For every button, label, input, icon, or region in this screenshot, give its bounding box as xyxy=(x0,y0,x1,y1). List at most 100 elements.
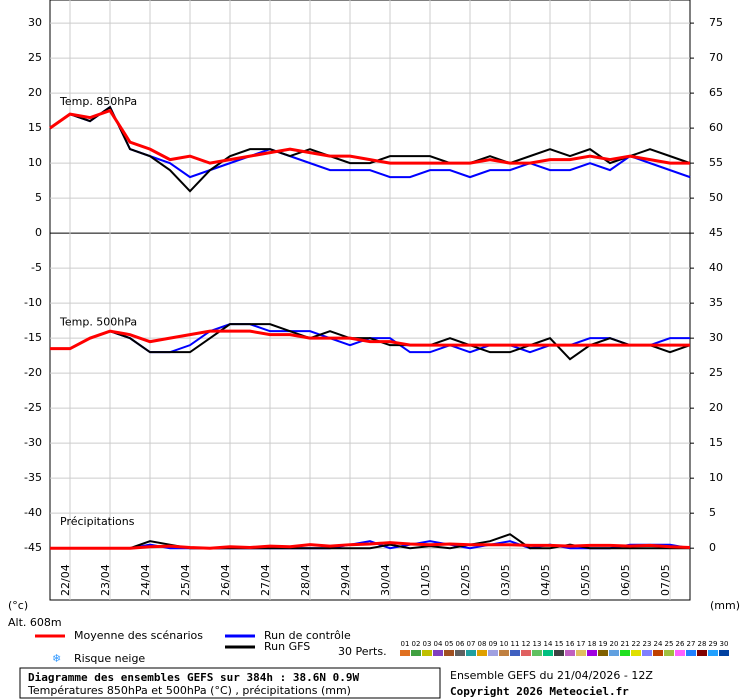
perturbation-swatch xyxy=(609,650,619,656)
perturbation-label: 11 xyxy=(511,640,520,648)
perturbation-swatch xyxy=(477,650,487,656)
perturbation-label: 27 xyxy=(687,640,696,648)
y2-tick-label: 15 xyxy=(709,436,723,449)
perturbation-label: 02 xyxy=(412,640,421,648)
perturbation-swatch xyxy=(708,650,718,656)
chart-title: Diagramme des ensembles GEFS sur 384h : … xyxy=(28,671,360,684)
y2-tick-label: 20 xyxy=(709,401,723,414)
perturbation-swatch xyxy=(444,650,454,656)
y-tick-label: -20 xyxy=(24,366,42,379)
perturbation-swatch xyxy=(675,650,685,656)
x-tick-label: 23/04 xyxy=(99,564,112,596)
perturbation-swatch xyxy=(543,650,553,656)
perturbation-label: 18 xyxy=(588,640,597,648)
y-tick-label: -30 xyxy=(24,436,42,449)
perturbation-label: 08 xyxy=(478,640,487,648)
title-box xyxy=(19,667,441,699)
y2-tick-label: 25 xyxy=(709,366,723,379)
x-tick-label: 29/04 xyxy=(339,564,352,596)
y2-tick-label: 35 xyxy=(709,296,723,309)
y2-tick-label: 65 xyxy=(709,86,723,99)
perturbation-swatch xyxy=(400,650,410,656)
perturbation-label: 13 xyxy=(533,640,542,648)
perturbation-label: 14 xyxy=(544,640,553,648)
perturbation-label: 16 xyxy=(566,640,575,648)
perturbation-label: 17 xyxy=(577,640,586,648)
perturbation-label: 23 xyxy=(643,640,652,648)
perturbation-swatch xyxy=(653,650,663,656)
series-line xyxy=(50,541,691,550)
perturbation-label: 30 xyxy=(720,640,729,648)
perturbation-swatch xyxy=(565,650,575,656)
perturbation-swatch xyxy=(686,650,696,656)
y-tick-label: -10 xyxy=(24,296,42,309)
perturbation-label: 03 xyxy=(423,640,432,648)
perturbation-swatch xyxy=(499,650,509,656)
perturbation-label: 01 xyxy=(401,640,410,648)
perturbation-swatch xyxy=(631,650,641,656)
legend-label: Run de contrôle xyxy=(264,629,351,642)
perturbation-swatch xyxy=(554,650,564,656)
legend-label: Run GFS xyxy=(264,640,310,653)
y-tick-label: -25 xyxy=(24,401,42,414)
perturbation-label: 07 xyxy=(467,640,476,648)
y2-tick-label: 40 xyxy=(709,261,723,274)
perturbation-label: 22 xyxy=(632,640,641,648)
plot-frame xyxy=(49,0,691,601)
y-tick-label: 0 xyxy=(35,226,42,239)
perturbation-swatch xyxy=(576,650,586,656)
x-tick-label: 05/05 xyxy=(579,564,592,596)
altitude: Alt. 608m xyxy=(8,616,62,629)
run-info: Ensemble GEFS du 21/04/2026 - 12Z xyxy=(450,669,653,682)
perturbation-label: 04 xyxy=(434,640,443,648)
x-tick-label: 06/05 xyxy=(619,564,632,596)
perturbation-swatch xyxy=(697,650,707,656)
perturbation-label: 06 xyxy=(456,640,465,648)
y-unit: (°c) xyxy=(8,599,28,612)
y-tick-label: 20 xyxy=(28,86,42,99)
perturbation-label: 24 xyxy=(654,640,663,648)
perturbation-swatch xyxy=(620,650,630,656)
perturbation-label: 12 xyxy=(522,640,531,648)
y-tick-label: 25 xyxy=(28,51,42,64)
series-line xyxy=(50,323,691,361)
perturbation-swatch xyxy=(510,650,520,656)
x-tick-label: 25/04 xyxy=(179,564,192,596)
perturbation-label: 10 xyxy=(500,640,509,648)
perturbation-label: 09 xyxy=(489,640,498,648)
y2-tick-label: 60 xyxy=(709,121,723,134)
perturbation-label: 19 xyxy=(599,640,608,648)
perturbation-label: 26 xyxy=(676,640,685,648)
y2-tick-label: 55 xyxy=(709,156,723,169)
y2-tick-label: 50 xyxy=(709,191,723,204)
y-tick-label: -5 xyxy=(31,261,42,274)
perturbation-swatch xyxy=(664,650,674,656)
y2-unit: (mm) xyxy=(710,599,740,612)
perturbation-label: 21 xyxy=(621,640,630,648)
panel-label: Temp. 850hPa xyxy=(59,95,137,108)
series-line xyxy=(50,329,690,351)
y-tick-label: 5 xyxy=(35,191,42,204)
x-tick-label: 02/05 xyxy=(459,564,472,596)
perturbation-swatch xyxy=(422,650,432,656)
x-tick-label: 24/04 xyxy=(139,564,152,596)
series-line xyxy=(49,105,691,193)
y2-tick-label: 70 xyxy=(709,51,723,64)
perturbation-swatch xyxy=(488,650,498,656)
y-tick-label: -40 xyxy=(24,506,42,519)
x-tick-label: 28/04 xyxy=(299,564,312,596)
x-tick-label: 01/05 xyxy=(419,564,432,596)
perturbation-swatch xyxy=(532,650,542,656)
y2-tick-label: 0 xyxy=(709,541,716,554)
y2-tick-label: 75 xyxy=(709,16,723,29)
y2-tick-label: 5 xyxy=(709,506,716,519)
perturbation-label: 25 xyxy=(665,640,674,648)
perturbation-swatch xyxy=(598,650,608,656)
x-tick-label: 07/05 xyxy=(659,564,672,596)
y2-tick-label: 45 xyxy=(709,226,723,239)
legend-label: Moyenne des scénarios xyxy=(74,629,203,642)
perturbation-label: 15 xyxy=(555,640,564,648)
perturbation-swatch xyxy=(719,650,729,656)
y-tick-label: 10 xyxy=(28,156,42,169)
